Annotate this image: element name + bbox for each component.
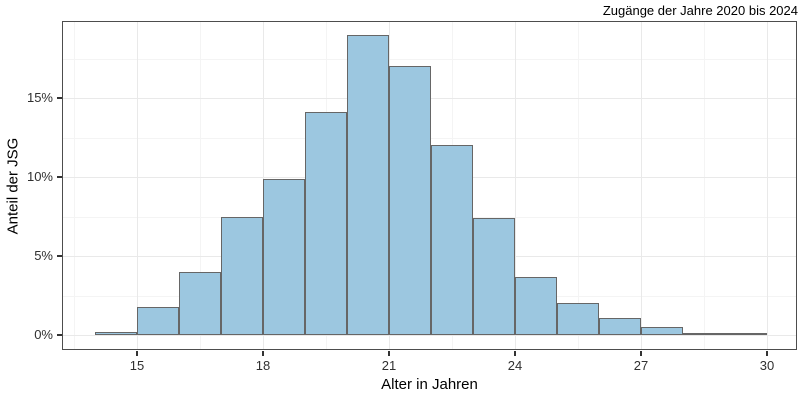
x-gridline-minor xyxy=(200,21,201,350)
x-tick-label: 15 xyxy=(129,358,145,373)
x-gridline-major xyxy=(515,21,516,350)
histogram-bar xyxy=(95,331,137,335)
histogram-bar xyxy=(263,178,305,335)
histogram-bar xyxy=(305,112,347,335)
x-gridline-major xyxy=(137,21,138,350)
x-axis-title: Alter in Jahren xyxy=(381,376,478,393)
y-gridline-minor xyxy=(62,58,797,60)
y-tick-mark xyxy=(57,334,62,336)
histogram-bar xyxy=(179,271,221,335)
histogram-bar xyxy=(683,332,725,335)
y-tick-label: 5% xyxy=(34,248,53,263)
histogram-bar xyxy=(347,34,389,335)
x-tick-mark xyxy=(640,351,642,356)
histogram-bar xyxy=(515,276,557,335)
x-gridline-minor xyxy=(578,21,579,350)
histogram-bar xyxy=(641,327,683,335)
y-tick-label: 15% xyxy=(26,90,53,105)
y-tick-mark xyxy=(57,97,62,99)
x-tick-label: 30 xyxy=(759,358,775,373)
histogram-bar xyxy=(599,317,641,335)
histogram-bar xyxy=(431,145,473,335)
x-gridline-minor xyxy=(704,21,705,350)
x-tick-mark xyxy=(388,351,390,356)
histogram-bar xyxy=(473,218,515,335)
y-tick-label: 0% xyxy=(34,327,53,342)
y-tick-label: 10% xyxy=(26,169,53,184)
y-tick-mark xyxy=(57,255,62,257)
plot-panel xyxy=(62,21,797,350)
x-gridline-minor xyxy=(74,21,75,350)
histogram-bar xyxy=(557,303,599,335)
histogram-bar xyxy=(389,66,431,335)
y-axis-title: Anteil der JSG xyxy=(4,137,22,235)
x-gridline-major xyxy=(767,21,768,350)
x-tick-mark xyxy=(766,351,768,356)
x-tick-mark xyxy=(136,351,138,356)
y-gridline-major xyxy=(62,335,797,336)
histogram-bar xyxy=(221,216,263,335)
chart-title: Zugänge der Jahre 2020 bis 2024 xyxy=(602,3,798,18)
y-tick-mark xyxy=(57,176,62,178)
x-tick-mark xyxy=(262,351,264,356)
x-gridline-major xyxy=(641,21,642,350)
x-tick-label: 27 xyxy=(633,358,649,373)
x-tick-label: 18 xyxy=(255,358,271,373)
x-tick-label: 24 xyxy=(507,358,523,373)
histogram-bar xyxy=(137,306,179,335)
histogram-bar xyxy=(725,332,767,335)
x-tick-label: 21 xyxy=(381,358,397,373)
x-tick-mark xyxy=(514,351,516,356)
